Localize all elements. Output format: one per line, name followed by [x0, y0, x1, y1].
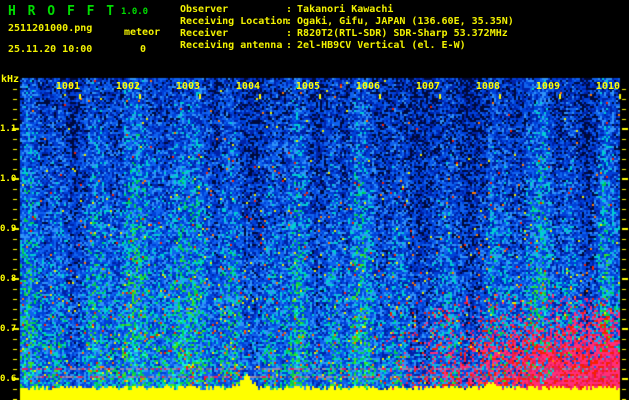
info-value: Ogaki, Gifu, JAPAN (136.60E, 35.35N) [297, 16, 514, 27]
app-title: H R O F F T [8, 4, 117, 19]
info-row-receiver: Receiver: R820T2(RTL-SDR) SDR-Sharp 53.37… [180, 28, 514, 40]
x-tick-label: 1006 [355, 81, 380, 92]
y-tick-label: 0.8 [0, 274, 17, 284]
x-tick-label: 1009 [535, 81, 560, 92]
spectrogram-plot [0, 70, 629, 400]
info-value: Takanori Kawachi [297, 4, 394, 15]
meteor-echo-count: 0 [139, 44, 147, 55]
y-tick-label: 0.6 [0, 374, 17, 384]
x-tick-label: 1001 [55, 81, 80, 92]
header: H R O F F T 1.0.0 2511201000.png meteor … [0, 0, 629, 70]
info-row-observer: Observer: Takanori Kawachi [180, 4, 514, 16]
info-value: R820T2(RTL-SDR) SDR-Sharp 53.372MHz [297, 28, 508, 39]
info-label: Receiving Location [180, 16, 289, 27]
x-tick-label: 1002 [115, 81, 140, 92]
info-value: 2el-HB9CV Vertical (el. E-W) [297, 40, 466, 51]
x-tick-label: 1008 [475, 81, 500, 92]
info-label: Receiver [180, 28, 229, 39]
x-tick-label: 1005 [295, 81, 320, 92]
info-label: Observer [180, 4, 229, 15]
output-filename: 2511201000.png [8, 23, 93, 34]
info-row-antenna: Receiving antenna:2el-HB9CV Vertical (el… [180, 40, 514, 52]
info-row-location: Receiving Location: Ogaki, Gifu, JAPAN (1… [180, 16, 514, 28]
y-axis-unit-label: kHz [1, 74, 20, 85]
observation-datetime: 25.11.20 10:00 [8, 44, 93, 55]
info-separator: : [286, 4, 293, 15]
y-tick-label: 0.9 [0, 224, 17, 234]
x-tick-label: 1010 [595, 81, 620, 92]
x-tick-label: 1004 [235, 81, 260, 92]
station-info: Observer: Takanori Kawachi Receiving Loca… [180, 4, 514, 52]
mode-label: meteor [124, 27, 161, 38]
y-tick-label: 1.0 [0, 174, 17, 184]
x-tick-label: 1007 [415, 81, 440, 92]
y-tick-label: 0.7 [0, 324, 17, 334]
app-version: 1.0.0 [121, 7, 149, 17]
info-separator: : [286, 28, 293, 39]
info-label: Receiving antenna [180, 40, 283, 51]
info-separator: : [286, 40, 293, 51]
info-separator: : [286, 16, 293, 27]
y-tick-label: 1.1 [0, 124, 17, 134]
x-tick-label: 1003 [175, 81, 200, 92]
